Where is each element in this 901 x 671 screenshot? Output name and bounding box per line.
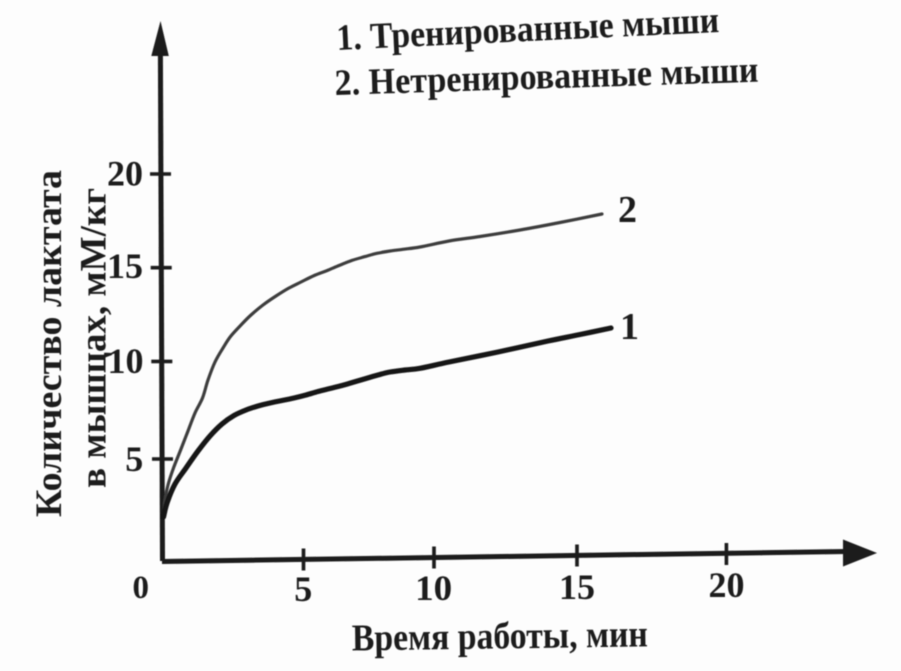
svg-text:Время работы, мин: Время работы, мин: [352, 613, 649, 659]
svg-text:5: 5: [125, 439, 143, 479]
svg-text:в мышцах, мМ/кг: в мышцах, мМ/кг: [74, 188, 115, 488]
svg-text:5: 5: [294, 569, 312, 609]
svg-text:1: 1: [620, 306, 639, 348]
svg-text:Количество лактата: Количество лактата: [29, 170, 70, 517]
svg-text:10: 10: [108, 341, 144, 381]
svg-text:20: 20: [709, 565, 745, 605]
svg-text:20: 20: [107, 154, 143, 194]
svg-text:0: 0: [132, 570, 149, 606]
svg-text:10: 10: [415, 568, 452, 608]
svg-text:2: 2: [618, 189, 637, 231]
svg-text:15: 15: [559, 567, 595, 607]
svg-text:15: 15: [107, 246, 143, 286]
